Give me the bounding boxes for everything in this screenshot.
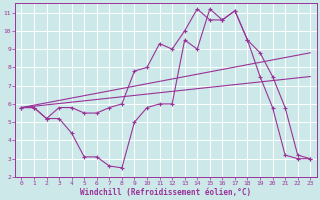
X-axis label: Windchill (Refroidissement éolien,°C): Windchill (Refroidissement éolien,°C) [80,188,252,197]
